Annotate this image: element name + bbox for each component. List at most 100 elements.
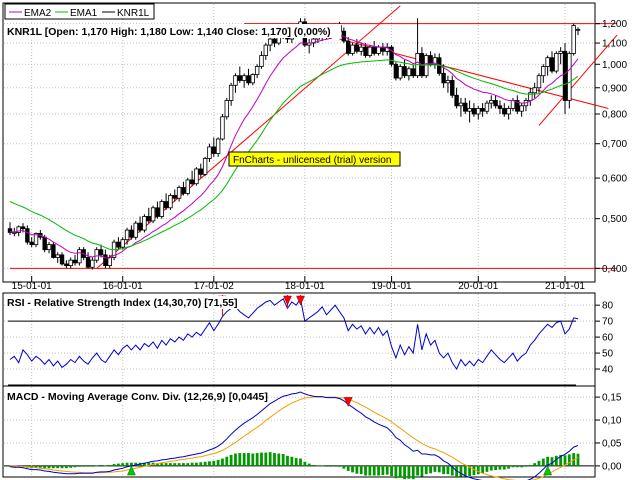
- candle: [541, 64, 546, 83]
- candle: [549, 51, 555, 74]
- macd-histogram-bar: [325, 465, 328, 467]
- macd-histogram-bar: [34, 465, 38, 468]
- candle: [558, 47, 563, 65]
- candle: [185, 178, 190, 196]
- candle: [59, 252, 65, 266]
- macd-histogram-bar: [364, 465, 367, 476]
- candle: [545, 55, 550, 76]
- macd-histogram-bar: [38, 465, 42, 468]
- macd-histogram-bar: [346, 465, 350, 471]
- legend-label-knr1l: KNR1L: [117, 8, 150, 19]
- macd-histogram-bar: [103, 465, 107, 467]
- price-ytick-label: 1,200: [602, 19, 627, 30]
- macd-ytick-label: 0,10: [602, 416, 622, 427]
- candle: [72, 254, 78, 266]
- macd-histogram-bar: [190, 462, 194, 466]
- rsi-panel: 40 50 60 70 80 RSI - Relative Strength Index…: [2, 292, 614, 387]
- macd-histogram-bar: [303, 461, 307, 466]
- macd-histogram-bar: [329, 465, 333, 467]
- macd-histogram-bar: [368, 465, 372, 476]
- macd-histogram-bar: [550, 457, 554, 466]
- macd-histogram-bar: [182, 463, 185, 466]
- macd-histogram-bar: [485, 465, 489, 472]
- macd-histogram-bar: [242, 453, 246, 466]
- macd-histogram-bar: [195, 462, 198, 466]
- candle: [367, 45, 373, 58]
- macd-histogram-bar: [528, 464, 532, 466]
- candle: [493, 95, 498, 109]
- price-xtick-label: 20-01-01: [458, 281, 498, 292]
- macd-histogram-bar: [489, 465, 493, 471]
- price-xtick-label: 16-01-01: [103, 281, 143, 292]
- candle: [350, 43, 355, 56]
- macd-histogram-bar: [82, 465, 86, 467]
- candle: [571, 23, 576, 56]
- macd-histogram-bar: [108, 464, 112, 466]
- candle: [372, 41, 377, 56]
- macd-histogram-bar: [203, 461, 207, 466]
- macd-histogram-bar: [208, 461, 211, 466]
- macd-histogram-bar: [468, 465, 472, 476]
- ema2-line: [9, 34, 579, 259]
- candle: [515, 95, 520, 114]
- macd-ytick-label: 0,15: [602, 393, 622, 404]
- macd-histogram-bar: [502, 465, 506, 470]
- macd-histogram-bar: [355, 465, 359, 474]
- rsi-sell-marker: [283, 295, 292, 306]
- candle: [29, 237, 34, 248]
- macd-histogram-bar: [268, 452, 272, 466]
- macd-histogram-bar: [47, 465, 51, 469]
- macd-histogram-bar: [199, 462, 203, 466]
- macd-histogram-bar: [351, 465, 354, 473]
- macd-histogram-bar: [507, 465, 511, 469]
- macd-histogram-bar: [398, 465, 402, 478]
- candle: [506, 105, 511, 120]
- macd-histogram-bar: [567, 454, 571, 466]
- macd-histogram-bar: [221, 458, 224, 466]
- candle: [116, 237, 121, 250]
- macd-histogram-bar: [186, 463, 190, 466]
- macd-histogram-bar: [424, 465, 428, 475]
- macd-histogram-bar: [312, 464, 315, 466]
- macd-histogram-bar: [173, 463, 177, 466]
- macd-histogram-bar: [260, 452, 263, 466]
- macd-histogram-bar: [411, 465, 415, 480]
- macd-histogram-bar: [147, 462, 151, 466]
- candle: [142, 214, 147, 233]
- macd-histogram-bar: [416, 465, 419, 476]
- price-panel-title: KNR1L [Open: 1,170 High: 1,180 Low: 1,14…: [7, 26, 331, 38]
- rsi-sell-marker: [296, 295, 305, 306]
- candle: [202, 156, 208, 177]
- candle: [77, 247, 82, 266]
- rsi-ytick-label: 50: [602, 349, 614, 360]
- candle: [55, 252, 60, 263]
- candle: [532, 82, 537, 98]
- candle: [155, 201, 160, 219]
- macd-histogram-bar: [442, 465, 445, 475]
- macd-histogram-bar: [177, 463, 181, 466]
- macd-histogram-bar: [359, 465, 363, 475]
- price-xtick-label: 15-01-01: [12, 281, 52, 292]
- macd-histogram-bar: [216, 459, 220, 466]
- macd-histogram-bar: [43, 465, 47, 469]
- macd-histogram-bar: [390, 465, 393, 476]
- macd-panel: 0,00 0,05 0,10 0,15 MACD - Moving Average C…: [2, 385, 622, 480]
- price-ytick-label: 1,100: [602, 39, 627, 50]
- macd-histogram-bar: [164, 463, 168, 466]
- macd-histogram-bar: [90, 465, 94, 467]
- macd-histogram-bar: [212, 460, 216, 466]
- macd-histogram-bar: [56, 465, 60, 469]
- macd-histogram-bar: [563, 455, 567, 466]
- price-ytick-label: 0,400: [602, 264, 627, 275]
- macd-histogram-bar: [130, 462, 133, 466]
- candle: [176, 185, 182, 202]
- candle: [567, 51, 572, 109]
- candle: [445, 75, 451, 93]
- candle: [471, 103, 477, 117]
- macd-histogram-bar: [494, 465, 498, 471]
- candle: [536, 73, 542, 93]
- macd-ytick-label: 0,00: [602, 461, 622, 472]
- macd-histogram-bar: [69, 465, 73, 468]
- candle: [263, 43, 269, 60]
